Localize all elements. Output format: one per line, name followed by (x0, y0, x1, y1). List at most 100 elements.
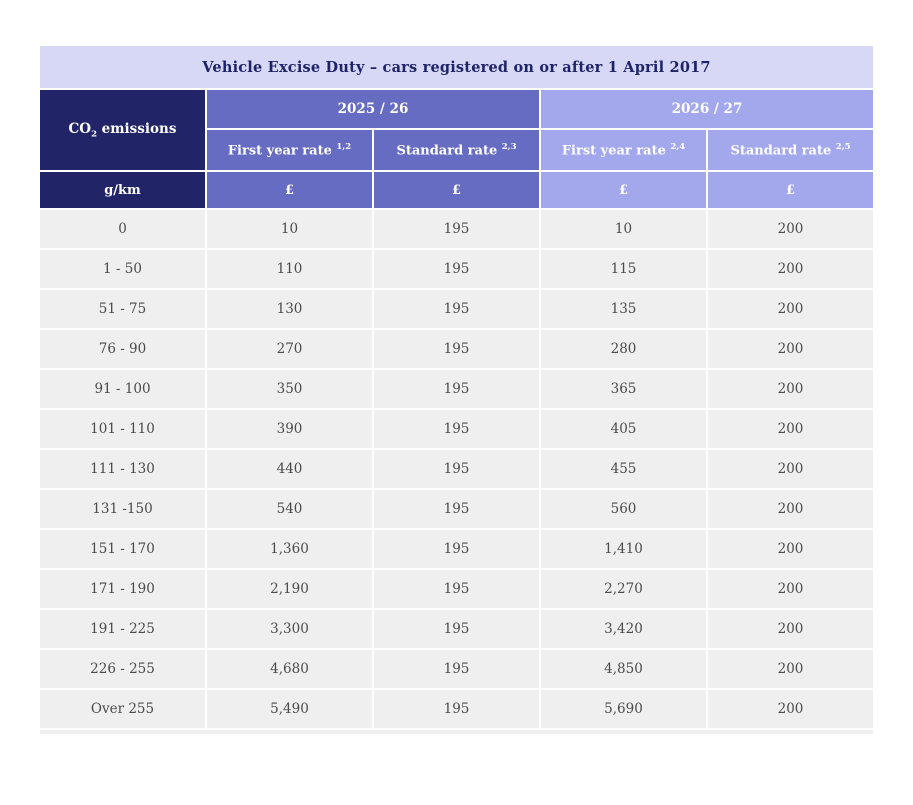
rate-cell: 110 (207, 250, 372, 288)
header-label: First year rate (561, 143, 666, 159)
table-row: 131 -150 540 195 560 200 (40, 490, 873, 528)
emissions-cell: 151 - 170 (40, 530, 205, 568)
emissions-cell: 111 - 130 (40, 450, 205, 488)
rate-cell: 350 (207, 370, 372, 408)
table-row: 51 - 75 130 195 135 200 (40, 290, 873, 328)
rate-cell: 200 (708, 690, 873, 728)
rate-cell: 390 (207, 410, 372, 448)
table-row: 171 - 190 2,190 195 2,270 200 (40, 570, 873, 608)
rate-cell: 2,190 (207, 570, 372, 608)
emissions-cell: 76 - 90 (40, 330, 205, 368)
rate-cell: 200 (708, 530, 873, 568)
rate-cell: 4,680 (207, 650, 372, 688)
rate-cell: 200 (708, 570, 873, 608)
rate-cell: 365 (541, 370, 706, 408)
rate-cell: 200 (708, 610, 873, 648)
ved-table: Vehicle Excise Duty – cars registered on… (38, 44, 875, 730)
year-group-2026-27: 2026 / 27 (541, 90, 873, 128)
emissions-cell: 51 - 75 (40, 290, 205, 328)
table-row: Over 255 5,490 195 5,690 200 (40, 690, 873, 728)
emissions-cell: 91 - 100 (40, 370, 205, 408)
emissions-cell: Over 255 (40, 690, 205, 728)
first-year-rate-2026-header: First year rate 2,4 (541, 130, 706, 170)
rate-cell: 280 (541, 330, 706, 368)
gkm-unit-header: g/km (40, 172, 205, 208)
rate-cell: 195 (374, 370, 539, 408)
table-row: 91 - 100 350 195 365 200 (40, 370, 873, 408)
emissions-cell: 0 (40, 210, 205, 248)
rate-cell: 195 (374, 290, 539, 328)
title-row: Vehicle Excise Duty – cars registered on… (40, 46, 873, 88)
rate-cell: 195 (374, 690, 539, 728)
header-label: Standard rate (730, 143, 832, 159)
rate-cell: 1,360 (207, 530, 372, 568)
rate-cell: 2,270 (541, 570, 706, 608)
rate-cell: 200 (708, 210, 873, 248)
rate-cell: 115 (541, 250, 706, 288)
emissions-cell: 191 - 225 (40, 610, 205, 648)
table-row: 0 10 195 10 200 (40, 210, 873, 248)
rate-cell: 540 (207, 490, 372, 528)
rate-cell: 10 (541, 210, 706, 248)
rate-cell: 195 (374, 250, 539, 288)
rate-cell: 195 (374, 450, 539, 488)
first-year-rate-2025-header: First year rate 1,2 (207, 130, 372, 170)
rate-cell: 195 (374, 410, 539, 448)
table-row: 191 - 225 3,300 195 3,420 200 (40, 610, 873, 648)
header-footnote: 1,2 (336, 141, 352, 152)
rate-cell: 10 (207, 210, 372, 248)
rate-cell: 455 (541, 450, 706, 488)
rate-cell: 5,490 (207, 690, 372, 728)
rate-cell: 200 (708, 490, 873, 528)
currency-header: £ (207, 172, 372, 208)
rate-cell: 195 (374, 650, 539, 688)
rate-cell: 135 (541, 290, 706, 328)
rate-type-row: First year rate 1,2 Standard rate 2,3 Fi… (40, 130, 873, 170)
rate-cell: 405 (541, 410, 706, 448)
table-row: 226 - 255 4,680 195 4,850 200 (40, 650, 873, 688)
header-footnote: 2,5 (835, 141, 851, 152)
emissions-cell: 101 - 110 (40, 410, 205, 448)
rate-cell: 270 (207, 330, 372, 368)
emissions-cell: 131 -150 (40, 490, 205, 528)
co2-prefix: CO (68, 120, 92, 137)
rate-cell: 3,420 (541, 610, 706, 648)
currency-header: £ (541, 172, 706, 208)
header-label: Standard rate (396, 143, 498, 159)
table-row: 111 - 130 440 195 455 200 (40, 450, 873, 488)
standard-rate-2026-header: Standard rate 2,5 (708, 130, 873, 170)
currency-header: £ (374, 172, 539, 208)
rate-cell: 1,410 (541, 530, 706, 568)
emissions-cell: 171 - 190 (40, 570, 205, 608)
rate-cell: 200 (708, 290, 873, 328)
table-bottom-strip (40, 730, 873, 734)
rate-cell: 200 (708, 410, 873, 448)
rate-cell: 130 (207, 290, 372, 328)
co2-suffix: emissions (96, 120, 177, 137)
table-title: Vehicle Excise Duty – cars registered on… (40, 46, 873, 88)
emissions-cell: 226 - 255 (40, 650, 205, 688)
standard-rate-2025-header: Standard rate 2,3 (374, 130, 539, 170)
rate-cell: 5,690 (541, 690, 706, 728)
rate-cell: 200 (708, 650, 873, 688)
table-row: 1 - 50 110 195 115 200 (40, 250, 873, 288)
units-row: g/km £ £ £ £ (40, 172, 873, 208)
table-row: 101 - 110 390 195 405 200 (40, 410, 873, 448)
rate-cell: 200 (708, 450, 873, 488)
rate-cell: 3,300 (207, 610, 372, 648)
rate-cell: 200 (708, 250, 873, 288)
rate-cell: 440 (207, 450, 372, 488)
ved-table-container: Vehicle Excise Duty – cars registered on… (38, 44, 875, 734)
table-body: 0 10 195 10 200 1 - 50 110 195 115 200 51 - 75 130 1… (40, 210, 873, 728)
table-row: 76 - 90 270 195 280 200 (40, 330, 873, 368)
rate-cell: 195 (374, 530, 539, 568)
header-footnote: 2,3 (501, 141, 517, 152)
rate-cell: 200 (708, 330, 873, 368)
rate-cell: 560 (541, 490, 706, 528)
rate-cell: 195 (374, 490, 539, 528)
rate-cell: 4,850 (541, 650, 706, 688)
rate-cell: 195 (374, 330, 539, 368)
header-footnote: 2,4 (670, 141, 686, 152)
rate-cell: 195 (374, 210, 539, 248)
co2-subscript: 2 (91, 129, 97, 140)
